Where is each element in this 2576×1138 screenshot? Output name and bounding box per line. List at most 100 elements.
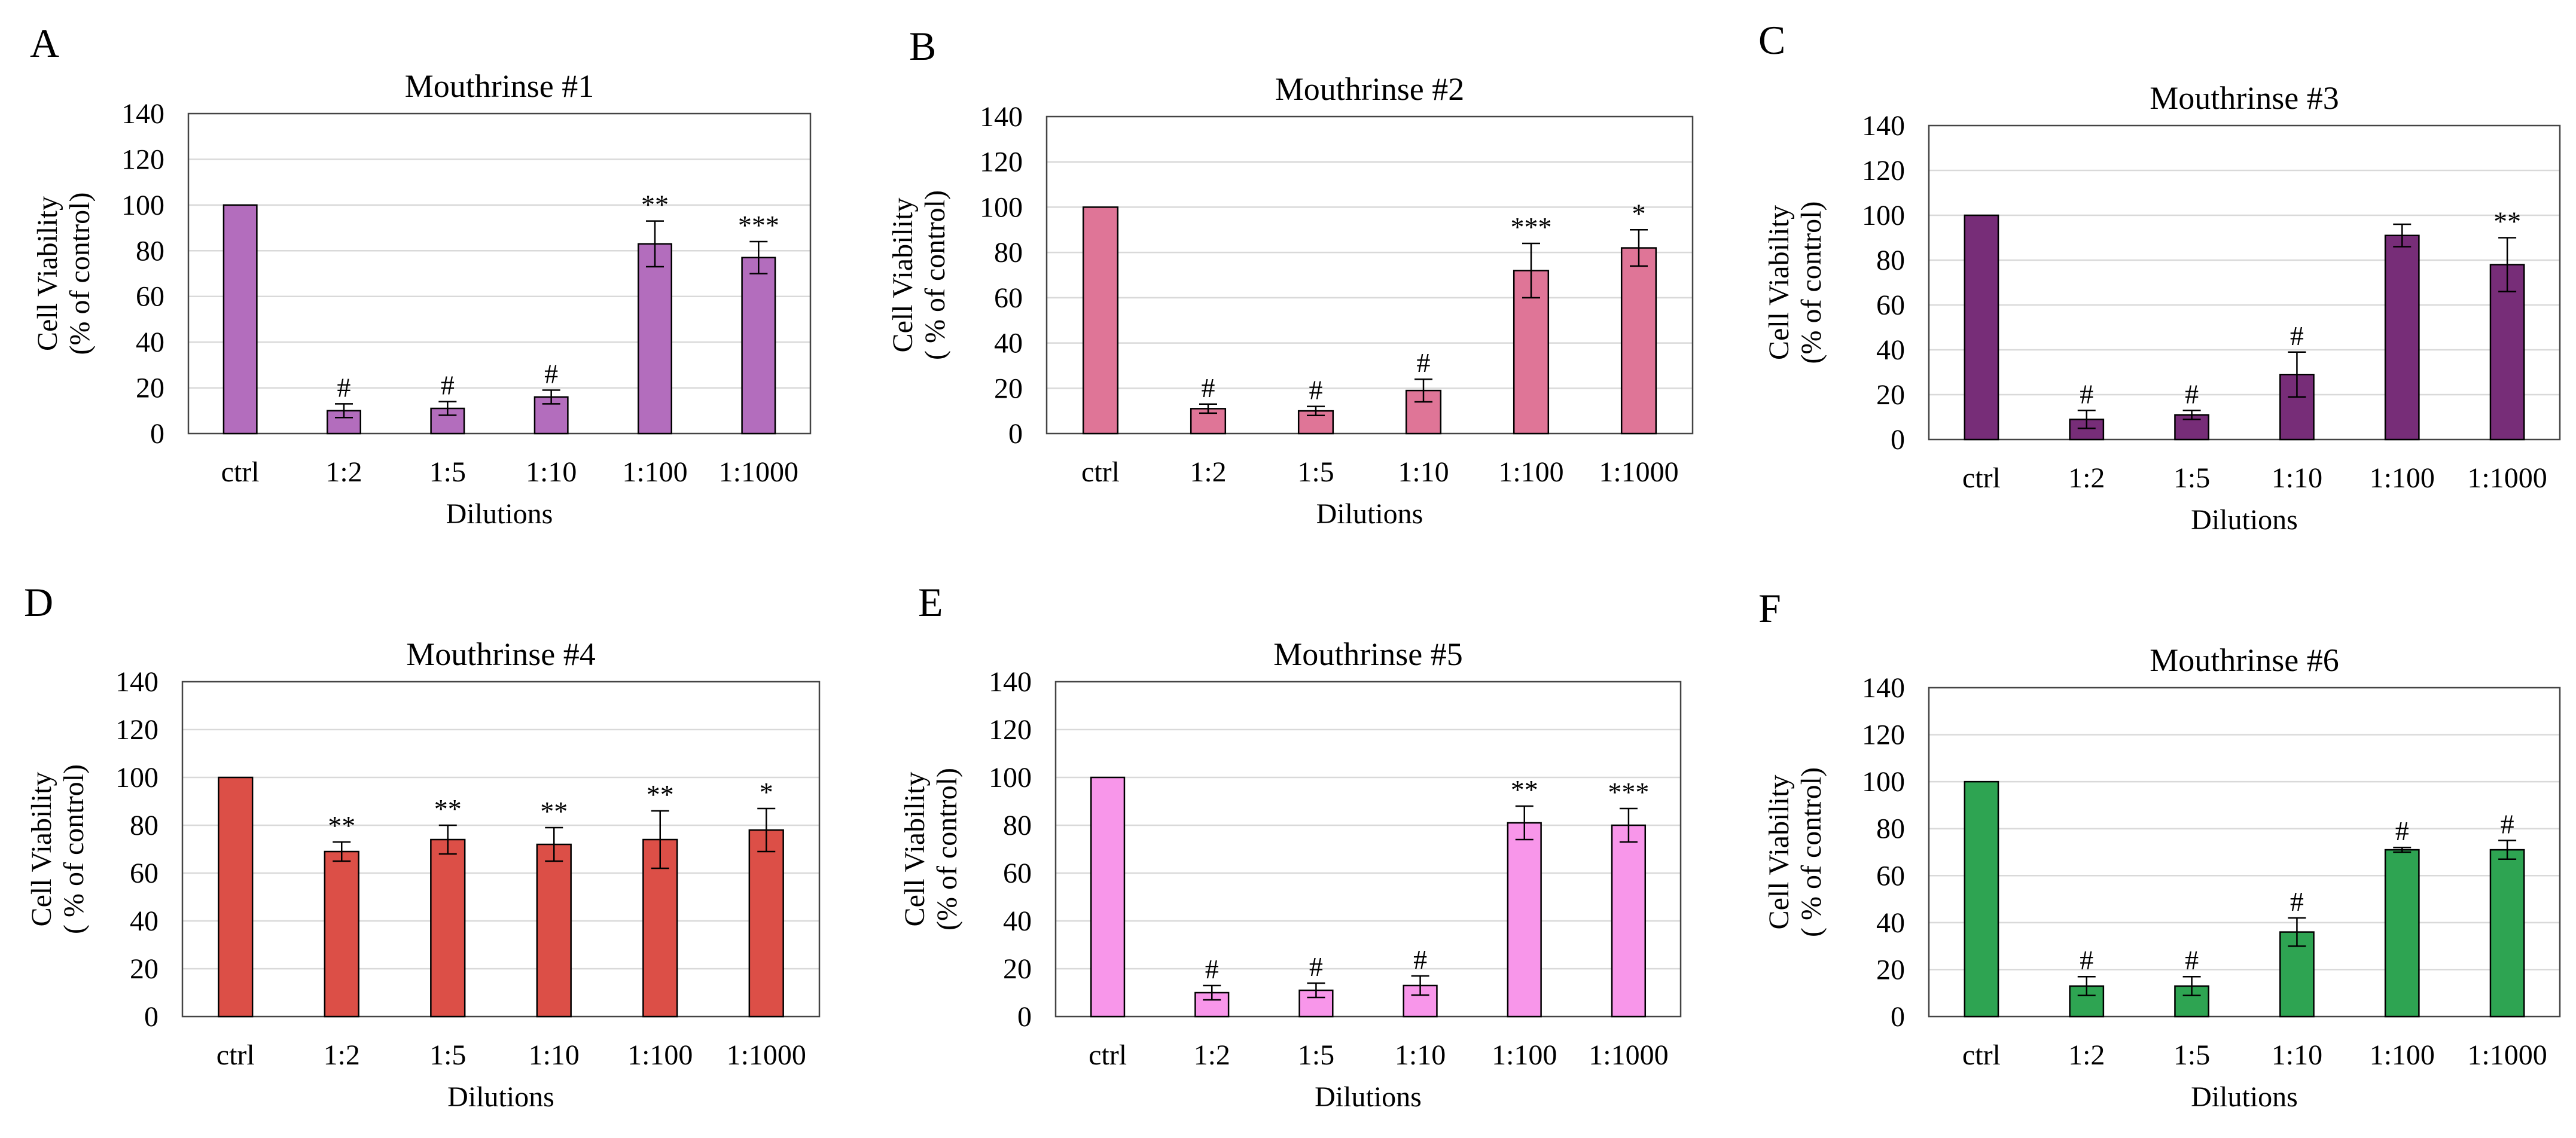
panel-letter: D: [24, 579, 53, 625]
chart-panel-e: E Mouthrinse #5 0 20 40 60 80 100 120 140 ctrl #1:2…: [899, 579, 1682, 1113]
y-tick-label: 40: [130, 905, 158, 937]
bar: [1507, 822, 1542, 1018]
x-tick-label: 1:10: [1395, 1039, 1446, 1071]
bar: [2384, 234, 2420, 441]
error-bar: [1411, 975, 1429, 996]
x-axis-label: Dilutions: [2191, 504, 2298, 536]
error-bar: [1515, 805, 1534, 841]
y-axis-label-line2: (% of control): [64, 193, 96, 355]
y-tick-label: 140: [989, 666, 1032, 698]
x-tick-label: 1:100: [2370, 1039, 2435, 1071]
y-tick-label: 100: [1862, 766, 1905, 798]
y-axis-label: Cell Viability( % of control): [1763, 767, 1827, 937]
x-tick-label: ctrl: [1081, 456, 1120, 488]
significance-marker: #: [337, 372, 351, 402]
significance-marker: #: [441, 370, 455, 401]
significance-marker: #: [2080, 945, 2093, 975]
bar: [1090, 776, 1126, 1018]
chart-panel-a: A Mouthrinse #1 0 20 40 60 80 100 120 140 ctrl #1:2…: [30, 20, 812, 530]
y-tick-label: 100: [115, 762, 158, 794]
panel-letter: C: [1758, 17, 1785, 63]
significance-marker: **: [2493, 206, 2521, 237]
bar: [1403, 984, 1438, 1018]
significance-marker: #: [544, 358, 558, 389]
error-bar: [333, 841, 351, 862]
chart-panel-b: B Mouthrinse #2 0 20 40 60 80 100 120 140 ctrl #1:2…: [887, 23, 1694, 530]
y-axis-label-line2: ( % of control): [58, 764, 90, 934]
error-bar: [1307, 982, 1325, 999]
panel-letter: A: [30, 20, 59, 66]
bar: [1964, 214, 1999, 441]
y-tick-label: 40: [136, 327, 164, 358]
bar: [2489, 849, 2525, 1018]
x-tick-label: 1:100: [1492, 1039, 1557, 1071]
error-bar: [545, 826, 563, 862]
y-tick-label: 40: [1876, 334, 1905, 366]
x-axis-label: Dilutions: [2191, 1081, 2298, 1113]
x-tick-label: 1:1000: [1599, 456, 1678, 488]
y-axis-label: Cell Viability (% of control): [32, 193, 96, 355]
error-bar: [1199, 403, 1217, 414]
y-tick-label: 80: [1003, 810, 1032, 841]
x-tick-label: 1:5: [2173, 462, 2210, 494]
plot-area-border: [187, 112, 812, 435]
y-tick-label: 80: [130, 810, 158, 841]
x-tick-label: 1:1000: [719, 456, 798, 488]
x-tick-label: 1:5: [1297, 456, 1334, 488]
x-axis-label: Dilutions: [446, 498, 553, 530]
bar: [536, 843, 572, 1018]
x-tick-label: 1:5: [429, 1039, 466, 1071]
y-axis-label-line2: ( % of control): [1795, 767, 1827, 937]
chart-panel-f: F Mouthrinse #6 0 20 40 60 80 100 120 140 ctrl #1:2…: [1758, 585, 2561, 1113]
error-bar: [1414, 378, 1432, 403]
y-tick-label: 20: [1876, 379, 1905, 411]
y-tick-label: 80: [994, 237, 1023, 269]
bar: [2384, 849, 2420, 1018]
x-tick-label: 1:2: [1190, 456, 1226, 488]
y-tick-label: 80: [136, 235, 164, 267]
x-tick-label: 1:100: [622, 456, 687, 488]
x-tick-label: 1:1000: [2467, 462, 2547, 494]
significance-marker: #: [2080, 379, 2093, 409]
y-tick-label: 0: [1017, 1001, 1032, 1033]
y-tick-label: 80: [1876, 813, 1905, 845]
bar: [222, 204, 258, 435]
x-tick-label: 1:5: [1298, 1039, 1334, 1071]
significance-marker: ***: [738, 210, 779, 240]
significance-marker: #: [1309, 951, 1323, 982]
error-bar: [749, 240, 768, 274]
y-tick-label: 20: [1876, 954, 1905, 986]
y-axis-label-line1: Cell Viability: [32, 196, 63, 351]
x-tick-label: 1:10: [1398, 456, 1449, 488]
x-tick-label: ctrl: [221, 456, 260, 488]
x-tick-label: ctrl: [1089, 1039, 1127, 1071]
significance-marker: #: [1205, 954, 1219, 984]
error-bar: [438, 824, 457, 855]
plot-area-border: [1928, 124, 2561, 441]
panel-letter: E: [918, 579, 943, 625]
x-axis-label: Dilutions: [447, 1081, 554, 1113]
y-tick-label: 0: [1008, 418, 1023, 450]
bar: [638, 243, 672, 435]
bar: [748, 829, 784, 1018]
bar: [642, 838, 678, 1018]
x-tick-label: 1:10: [526, 456, 577, 488]
chart-title: Mouthrinse #2: [1275, 71, 1465, 107]
significance-marker: **: [540, 796, 568, 826]
significance-marker: **: [647, 779, 674, 810]
y-tick-label: 140: [1862, 110, 1905, 142]
y-tick-label: 80: [1876, 245, 1905, 276]
significance-marker: **: [1511, 774, 1538, 805]
y-axis-label-line2: ( % of control): [919, 190, 951, 360]
error-bar: [2182, 410, 2201, 420]
error-bar: [1522, 242, 1540, 299]
y-tick-label: 120: [121, 144, 164, 175]
bar: [218, 776, 254, 1018]
x-tick-label: 1:1000: [727, 1039, 806, 1071]
bar: [741, 257, 776, 435]
x-tick-label: 1:2: [2068, 1039, 2105, 1071]
significance-marker: #: [1309, 375, 1323, 405]
y-axis-label-line2: (% of control): [1795, 202, 1827, 364]
error-bar: [2077, 410, 2096, 429]
